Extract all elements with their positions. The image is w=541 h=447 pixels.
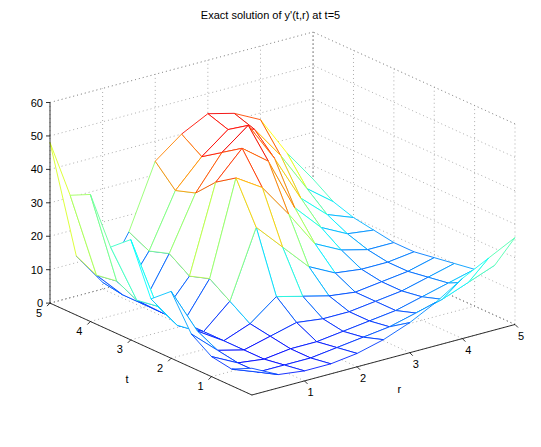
svg-text:20: 20 <box>31 230 43 242</box>
svg-text:1: 1 <box>307 386 313 398</box>
svg-text:10: 10 <box>31 264 43 276</box>
svg-text:1: 1 <box>197 380 203 392</box>
svg-text:0: 0 <box>37 297 43 309</box>
svg-text:30: 30 <box>31 197 43 209</box>
svg-text:2: 2 <box>360 372 366 384</box>
svg-text:2: 2 <box>157 362 163 374</box>
svg-text:4: 4 <box>465 344 471 356</box>
svg-text:3: 3 <box>413 358 419 370</box>
svg-text:3: 3 <box>117 343 123 355</box>
svg-text:t: t <box>125 373 128 385</box>
svg-text:5: 5 <box>35 306 42 319</box>
svg-text:40: 40 <box>31 163 43 175</box>
svg-text:60: 60 <box>31 97 43 109</box>
svg-text:4: 4 <box>76 325 82 337</box>
svg-text:50: 50 <box>31 130 43 142</box>
svg-text:5: 5 <box>518 330 524 342</box>
svg-text:Exact solution of y'(t,r) at t: Exact solution of y'(t,r) at t=5 <box>201 9 340 21</box>
svg-text:r: r <box>398 383 402 395</box>
